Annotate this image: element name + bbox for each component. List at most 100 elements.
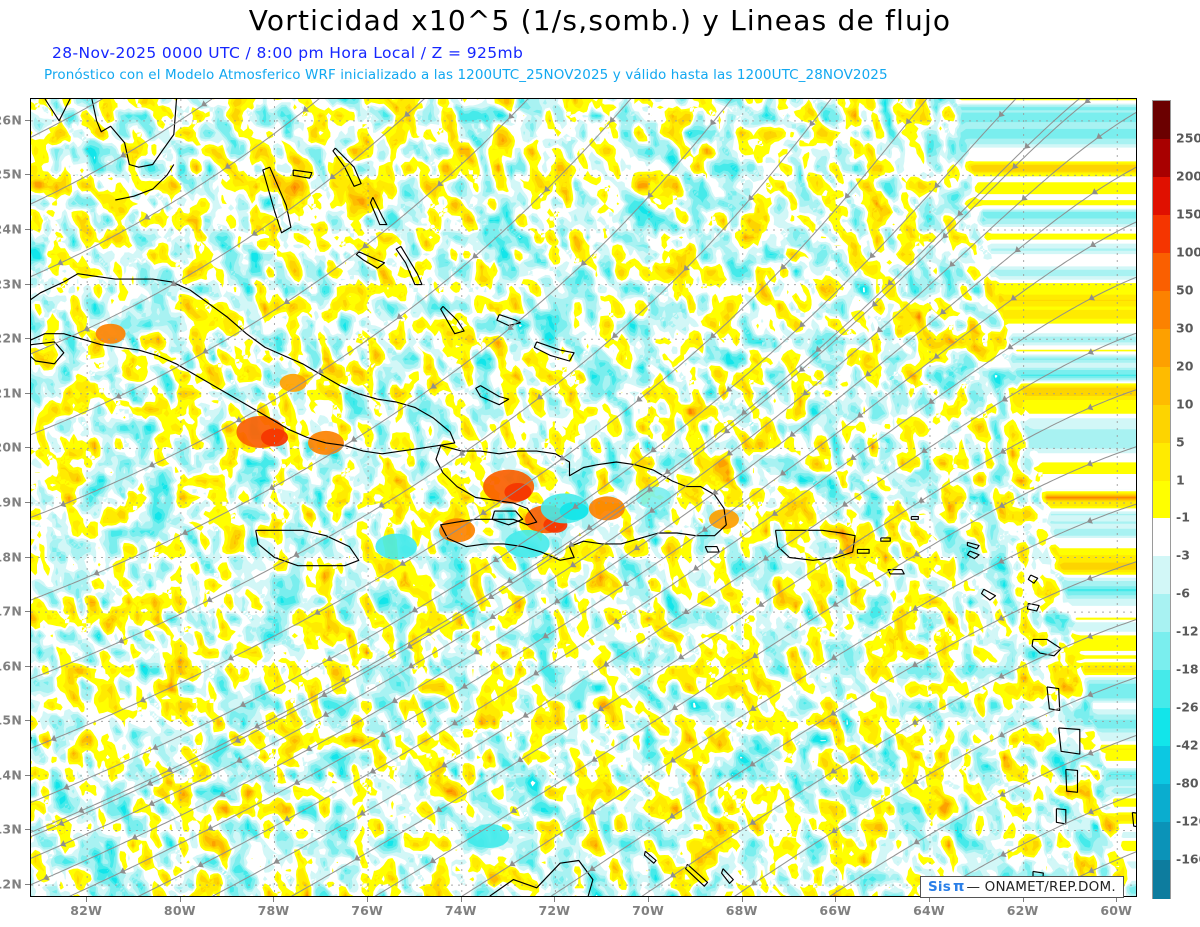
y-axis-tick [25, 174, 30, 176]
x-axis-tick [273, 897, 275, 902]
colorbar-band [1153, 784, 1170, 823]
x-axis-tick [460, 897, 462, 902]
y-axis-label: 20N [0, 439, 22, 455]
x-axis-label: 70W [632, 903, 664, 918]
colorbar-band [1153, 290, 1170, 330]
colorbar-band [1153, 480, 1170, 520]
colorbar-tick-label: 1 [1176, 472, 1185, 488]
colorbar-band [1153, 594, 1170, 633]
colorbar-band [1153, 746, 1170, 785]
colorbar-tick-label: -120 [1176, 813, 1200, 829]
y-axis-label: 22N [0, 330, 22, 346]
x-axis-label: 78W [257, 903, 290, 918]
y-axis-label: 14N [0, 767, 22, 783]
colorbar-band [1153, 138, 1170, 178]
colorbar-tick-label: -6 [1176, 585, 1190, 601]
x-axis-tick [741, 897, 743, 902]
vorticity-field [31, 99, 1136, 896]
y-axis-tick [25, 447, 30, 449]
colorbar-band [1153, 366, 1170, 406]
y-axis-tick [25, 283, 30, 285]
colorbar-tick-label: 30 [1176, 320, 1194, 336]
colorbar-tick-label: -18 [1176, 661, 1199, 677]
colorbar-band [1153, 328, 1170, 368]
y-axis-tick [25, 829, 30, 831]
colorbar-tick-label: 250 [1176, 130, 1200, 146]
y-axis-label: 16N [0, 658, 22, 674]
colorbar-band [1153, 708, 1170, 747]
colorbar-tick-label: -42 [1176, 737, 1199, 753]
colorbar-band [1153, 670, 1170, 709]
x-axis-tick [928, 897, 930, 902]
y-axis-label: 19N [0, 494, 22, 510]
y-axis-label: 13N [0, 821, 22, 837]
x-axis-tick [179, 897, 181, 902]
colorbar-band [1153, 860, 1170, 899]
x-axis-label: 60W [1100, 903, 1133, 918]
subtitle-valid-time: 28-Nov-2025 0000 UTC / 8:00 pm Hora Loca… [52, 44, 524, 62]
y-axis-tick [25, 774, 30, 776]
x-axis-tick [1116, 897, 1118, 902]
map-plot-area [30, 98, 1137, 897]
y-axis-tick [25, 556, 30, 558]
x-axis-tick [554, 897, 556, 902]
x-axis-label: 80W [163, 903, 196, 918]
page-title: Vorticidad x10^5 (1/s,somb.) y Lineas de… [248, 4, 952, 37]
colorbar-band [1153, 442, 1170, 482]
colorbar-band [1153, 518, 1170, 558]
y-axis-tick [25, 392, 30, 394]
colorbar-band [1153, 404, 1170, 444]
y-axis-label: 25N [0, 166, 22, 182]
colorbar-band [1153, 822, 1170, 861]
y-axis-tick [25, 665, 30, 667]
attribution-box: Sis π — ONAMET/REP.DOM. [920, 876, 1124, 898]
colorbar-tick-label: 20 [1176, 358, 1194, 374]
colorbar [1152, 100, 1171, 899]
x-axis-tick [648, 897, 650, 902]
colorbar-tick-label: -160 [1176, 851, 1200, 867]
colorbar-tick-label: -80 [1176, 775, 1199, 791]
colorbar-tick-label: 50 [1176, 282, 1194, 298]
sispi-logo-pi: π [953, 879, 965, 895]
organization-label: — ONAMET/REP.DOM. [966, 879, 1116, 895]
colorbar-band [1153, 556, 1170, 595]
y-axis-tick [25, 720, 30, 722]
x-axis-tick [86, 897, 88, 902]
colorbar-tick-label: -26 [1176, 699, 1199, 715]
colorbar-band [1153, 632, 1170, 671]
y-axis-label: 18N [0, 549, 22, 565]
colorbar-tick-label: 150 [1176, 206, 1200, 222]
x-axis-label: 82W [70, 903, 103, 918]
x-axis-label: 66W [819, 903, 852, 918]
y-axis-label: 21N [0, 385, 22, 401]
colorbar-band [1153, 214, 1170, 254]
y-axis-tick [25, 338, 30, 340]
x-axis-label: 62W [1006, 903, 1039, 918]
y-axis-label: 23N [0, 276, 22, 292]
colorbar-tick-label: 200 [1176, 168, 1200, 184]
colorbar-tick-label: 5 [1176, 434, 1185, 450]
colorbar-band [1153, 101, 1170, 140]
x-axis-tick [835, 897, 837, 902]
y-axis-tick [25, 119, 30, 121]
x-axis-label: 74W [444, 903, 477, 918]
subtitle-model-info: Pronóstico con el Modelo Atmosferico WRF… [44, 67, 888, 83]
y-axis-tick [25, 501, 30, 503]
colorbar-tick-label: 100 [1176, 244, 1200, 260]
y-axis-tick [25, 229, 30, 230]
colorbar-tick-label: 10 [1176, 396, 1194, 412]
y-axis-tick [25, 884, 30, 886]
y-axis-label: 17N [0, 603, 22, 619]
y-axis-label: 15N [0, 712, 22, 728]
x-axis-label: 72W [538, 903, 571, 918]
colorbar-tick-label: -1 [1176, 509, 1190, 525]
y-axis-label: 12N [0, 876, 22, 892]
sispi-logo-text: Sis [928, 879, 951, 895]
x-axis-label: 76W [351, 903, 384, 918]
x-axis-tick [1022, 897, 1024, 902]
colorbar-band [1153, 176, 1170, 216]
x-axis-label: 68W [725, 903, 758, 918]
x-axis-label: 64W [913, 903, 945, 918]
y-axis-tick [25, 611, 30, 613]
colorbar-tick-label: -12 [1176, 623, 1199, 639]
